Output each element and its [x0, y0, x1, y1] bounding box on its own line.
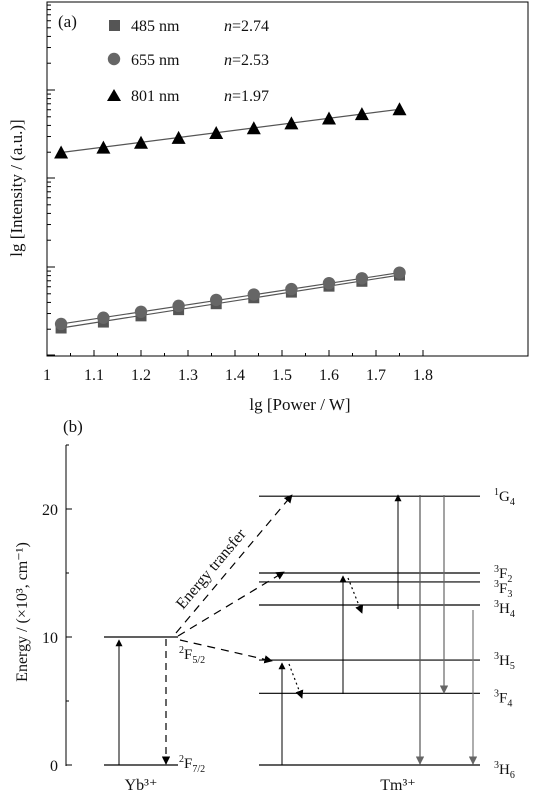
energy-tick-label: 10 — [42, 630, 58, 647]
tm-level-label: 3F4 — [494, 688, 512, 709]
x-tick-label: 1.4 — [225, 367, 245, 384]
point-655 — [355, 272, 369, 285]
legend-marker-801 — [107, 89, 121, 101]
point-655 — [285, 282, 298, 296]
legend-marker-655 — [107, 52, 121, 66]
point-801 — [54, 145, 69, 159]
tm-level-label: 3H5 — [494, 651, 515, 672]
x-tick-label: 1.8 — [413, 367, 433, 384]
tm-relax-f2-h4 — [347, 577, 364, 614]
point-801 — [246, 121, 261, 135]
point-655 — [134, 305, 148, 318]
y-axis-label: lg [Intensity / (a.u.)] — [7, 119, 26, 256]
point-655 — [247, 288, 260, 301]
x-tick-label: 1.2 — [131, 367, 151, 384]
tm-level-label: 3H6 — [494, 760, 515, 781]
point-801 — [96, 140, 111, 154]
fit-line — [61, 108, 400, 154]
tm-level-label: 1G4 — [494, 487, 515, 508]
legend-label-655: 655 nm — [131, 52, 180, 69]
fit-line — [61, 272, 400, 325]
point-801 — [392, 102, 407, 116]
fit-lines — [61, 108, 400, 329]
panel-b: (b) 0 10 20 Energy / (×10³, cm⁻¹) 2F5/2 2F7… — [14, 417, 515, 794]
data-points — [54, 102, 407, 334]
transfer-arrow-f2 — [177, 571, 285, 637]
energy-axis-ticks: 0 10 20 — [42, 444, 72, 775]
plot-a-frame — [46, 1, 529, 357]
x-tick-label: 1.3 — [178, 367, 198, 384]
point-655 — [210, 293, 223, 307]
point-655 — [322, 276, 336, 290]
energy-axis-label: Energy / (×10³, cm⁻¹) — [14, 542, 31, 682]
legend-label-801: 801 nm — [131, 88, 180, 105]
point-655 — [54, 317, 68, 331]
x-tick-label: 1.5 — [272, 367, 292, 384]
point-655 — [97, 311, 110, 324]
x-axis-label: lg [Power / W] — [249, 395, 350, 414]
tm-level-label: 3F3 — [494, 579, 512, 600]
legend-label-485: 485 nm — [131, 18, 180, 35]
legend-a: 485 nm n=2.74 655 nm n=2.53 801 nm n=1.9… — [107, 18, 269, 105]
x-tick-label: 1.1 — [84, 367, 104, 384]
panel-a-label: (a) — [58, 12, 77, 31]
energy-tick-label: 20 — [42, 502, 58, 519]
y-axis-ticks — [47, 4, 55, 356]
point-801 — [209, 126, 224, 140]
fit-line — [61, 274, 400, 329]
ion-label-tm: Tm³⁺ — [380, 777, 415, 794]
point-801 — [322, 111, 336, 125]
point-655 — [393, 266, 406, 279]
point-801 — [134, 135, 148, 149]
yb-level-label: 2F5/2 — [179, 645, 205, 666]
tm-level-label: 3H4 — [494, 599, 515, 620]
x-axis-ticks: 1 1.1 1.2 1.3 1.4 1.5 1.6 1.7 1.8 — [43, 350, 433, 384]
legend-n-485: n=2.74 — [224, 18, 269, 35]
transfer-arrow-g4 — [175, 494, 293, 634]
energy-tick-label: 0 — [50, 758, 58, 775]
ion-label-yb: Yb³⁺ — [125, 777, 158, 794]
point-655 — [172, 299, 185, 313]
point-801 — [284, 116, 299, 130]
tm-level-label: 3F2 — [494, 564, 512, 585]
point-801 — [171, 130, 186, 144]
x-tick-label: 1.7 — [366, 367, 386, 384]
x-tick-label: 1 — [43, 367, 51, 384]
panel-a: (a) 485 nm n=2.74 655 nm n=2.53 801 nm n… — [7, 1, 529, 414]
tm-relax-h5-f4 — [288, 663, 304, 699]
legend-n-655: n=2.53 — [224, 52, 269, 69]
point-801 — [354, 107, 369, 121]
yb-level-label: 2F7/2 — [179, 754, 205, 775]
x-tick-label: 1.6 — [319, 367, 339, 384]
legend-n-801: n=1.97 — [224, 88, 269, 105]
transfer-arrow-h5 — [179, 639, 273, 664]
panel-b-label: (b) — [63, 417, 83, 436]
legend-marker-485 — [109, 20, 120, 31]
